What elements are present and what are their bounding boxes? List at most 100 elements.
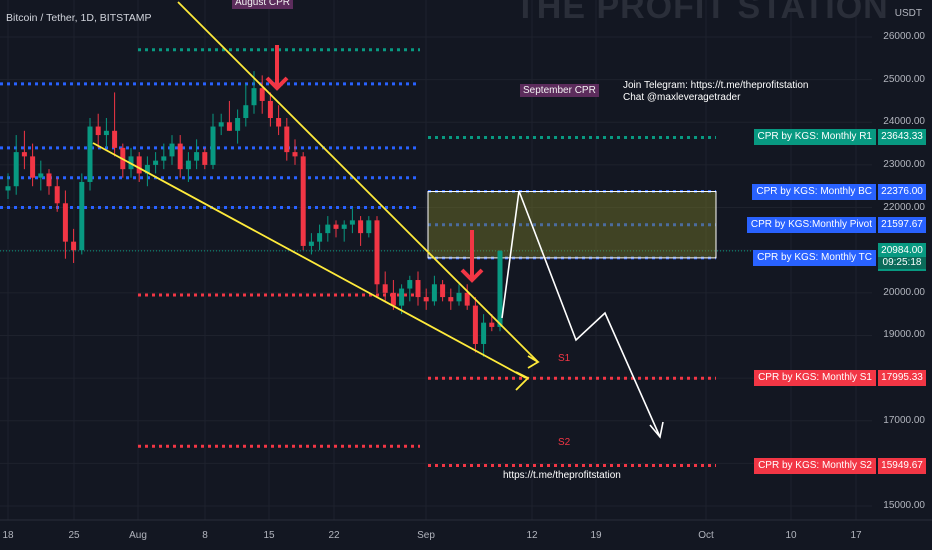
time-tick-label: 18	[2, 530, 14, 541]
level-value-tag: 23643.33	[878, 129, 926, 146]
candle-body	[202, 152, 208, 165]
candle	[153, 152, 159, 174]
candle	[308, 233, 314, 255]
candle-body	[292, 152, 298, 157]
price-tick-label: 19000.00	[883, 329, 925, 341]
price-tick-label: 22000.00	[883, 201, 925, 213]
projection-arrowhead	[649, 421, 664, 439]
candle	[87, 118, 93, 191]
level-name-tag: CPR by KGS: Monthly R1	[753, 129, 876, 146]
countdown-value: 09:25:18	[878, 256, 926, 269]
candle-body	[300, 156, 306, 246]
candle	[358, 216, 364, 246]
candle	[38, 160, 44, 191]
candle	[235, 109, 241, 144]
time-tick-label: Oct	[698, 530, 714, 541]
candle-body	[38, 173, 44, 178]
candle	[415, 271, 421, 306]
candle-body	[366, 220, 372, 234]
candle-body	[243, 105, 249, 119]
candle	[374, 216, 380, 293]
candle	[333, 220, 339, 238]
candle-body	[472, 305, 478, 344]
candle	[218, 113, 224, 136]
candle	[390, 280, 396, 310]
candle	[276, 105, 282, 136]
time-tick-label: Aug	[129, 530, 147, 541]
candle-body	[251, 88, 257, 106]
level-name-tag: CPR by KGS: Monthly TC	[753, 249, 876, 266]
level-value-tag: 22376.00	[878, 183, 926, 200]
candle	[456, 284, 462, 306]
time-tick-label: 12	[526, 530, 538, 541]
candle	[267, 92, 273, 127]
candle-body	[276, 118, 282, 127]
candle	[161, 143, 167, 170]
time-tick-label: 22	[328, 530, 340, 541]
wedge-arrowhead	[527, 355, 540, 369]
candle-body	[390, 292, 396, 306]
candle-body	[308, 241, 314, 246]
candle	[341, 220, 347, 242]
candle-body	[153, 160, 159, 165]
candle-body	[71, 241, 77, 251]
price-tick-label: 23000.00	[883, 158, 925, 170]
candle	[177, 135, 183, 178]
candle-body	[112, 130, 118, 148]
candle	[136, 152, 142, 182]
candle	[399, 284, 405, 315]
candle	[202, 147, 208, 170]
s2-label: S2	[558, 437, 571, 448]
candle-body	[87, 126, 93, 182]
candle	[366, 216, 372, 238]
price-tick-label: 24000.00	[883, 116, 925, 128]
candle-body	[30, 156, 36, 178]
candles	[5, 71, 503, 357]
candle	[95, 113, 101, 148]
projection-path	[501, 190, 661, 438]
candle	[382, 271, 388, 302]
candle-body	[349, 220, 355, 225]
last-price-value: 20984.00	[881, 244, 923, 256]
candle-body	[481, 322, 487, 344]
candle-body	[103, 130, 109, 136]
candle	[13, 135, 19, 195]
candle-body	[382, 284, 388, 293]
candle	[497, 250, 503, 332]
candle-body	[448, 297, 454, 302]
candle-body	[136, 156, 142, 174]
symbol-title[interactable]: Bitcoin / Tether, 1D, BITSTAMP	[6, 12, 152, 24]
candle-body	[13, 152, 19, 187]
candle	[440, 280, 446, 302]
candle-body	[341, 224, 347, 229]
candle	[185, 152, 191, 182]
footer-link[interactable]: https://t.me/theprofitstation	[503, 470, 621, 481]
time-tick-label: Sep	[417, 530, 435, 541]
arrow-head	[460, 268, 484, 283]
level-value-tag: 15949.67	[878, 457, 926, 474]
price-tick-label: 25000.00	[883, 73, 925, 85]
september-cpr-zone	[427, 191, 717, 259]
candle-body	[210, 126, 216, 165]
price-tick-label: 20000.00	[883, 286, 925, 298]
candle	[472, 297, 478, 353]
candle	[325, 216, 331, 242]
candle	[226, 100, 232, 131]
candle-body	[259, 88, 265, 101]
candle-body	[95, 126, 101, 136]
candle-body	[317, 233, 323, 242]
drawings	[92, 1, 664, 439]
candle	[5, 173, 11, 200]
candle	[46, 169, 52, 195]
down-arrow-1	[265, 45, 289, 91]
candle-body	[194, 152, 200, 161]
watermark: THE PROFIT STATION	[515, 0, 889, 26]
candle-body	[374, 220, 380, 285]
time-tick-label: 8	[202, 530, 208, 541]
candle	[79, 173, 85, 255]
candle-body	[284, 126, 290, 153]
candle-body	[431, 284, 437, 302]
candle	[300, 152, 306, 251]
